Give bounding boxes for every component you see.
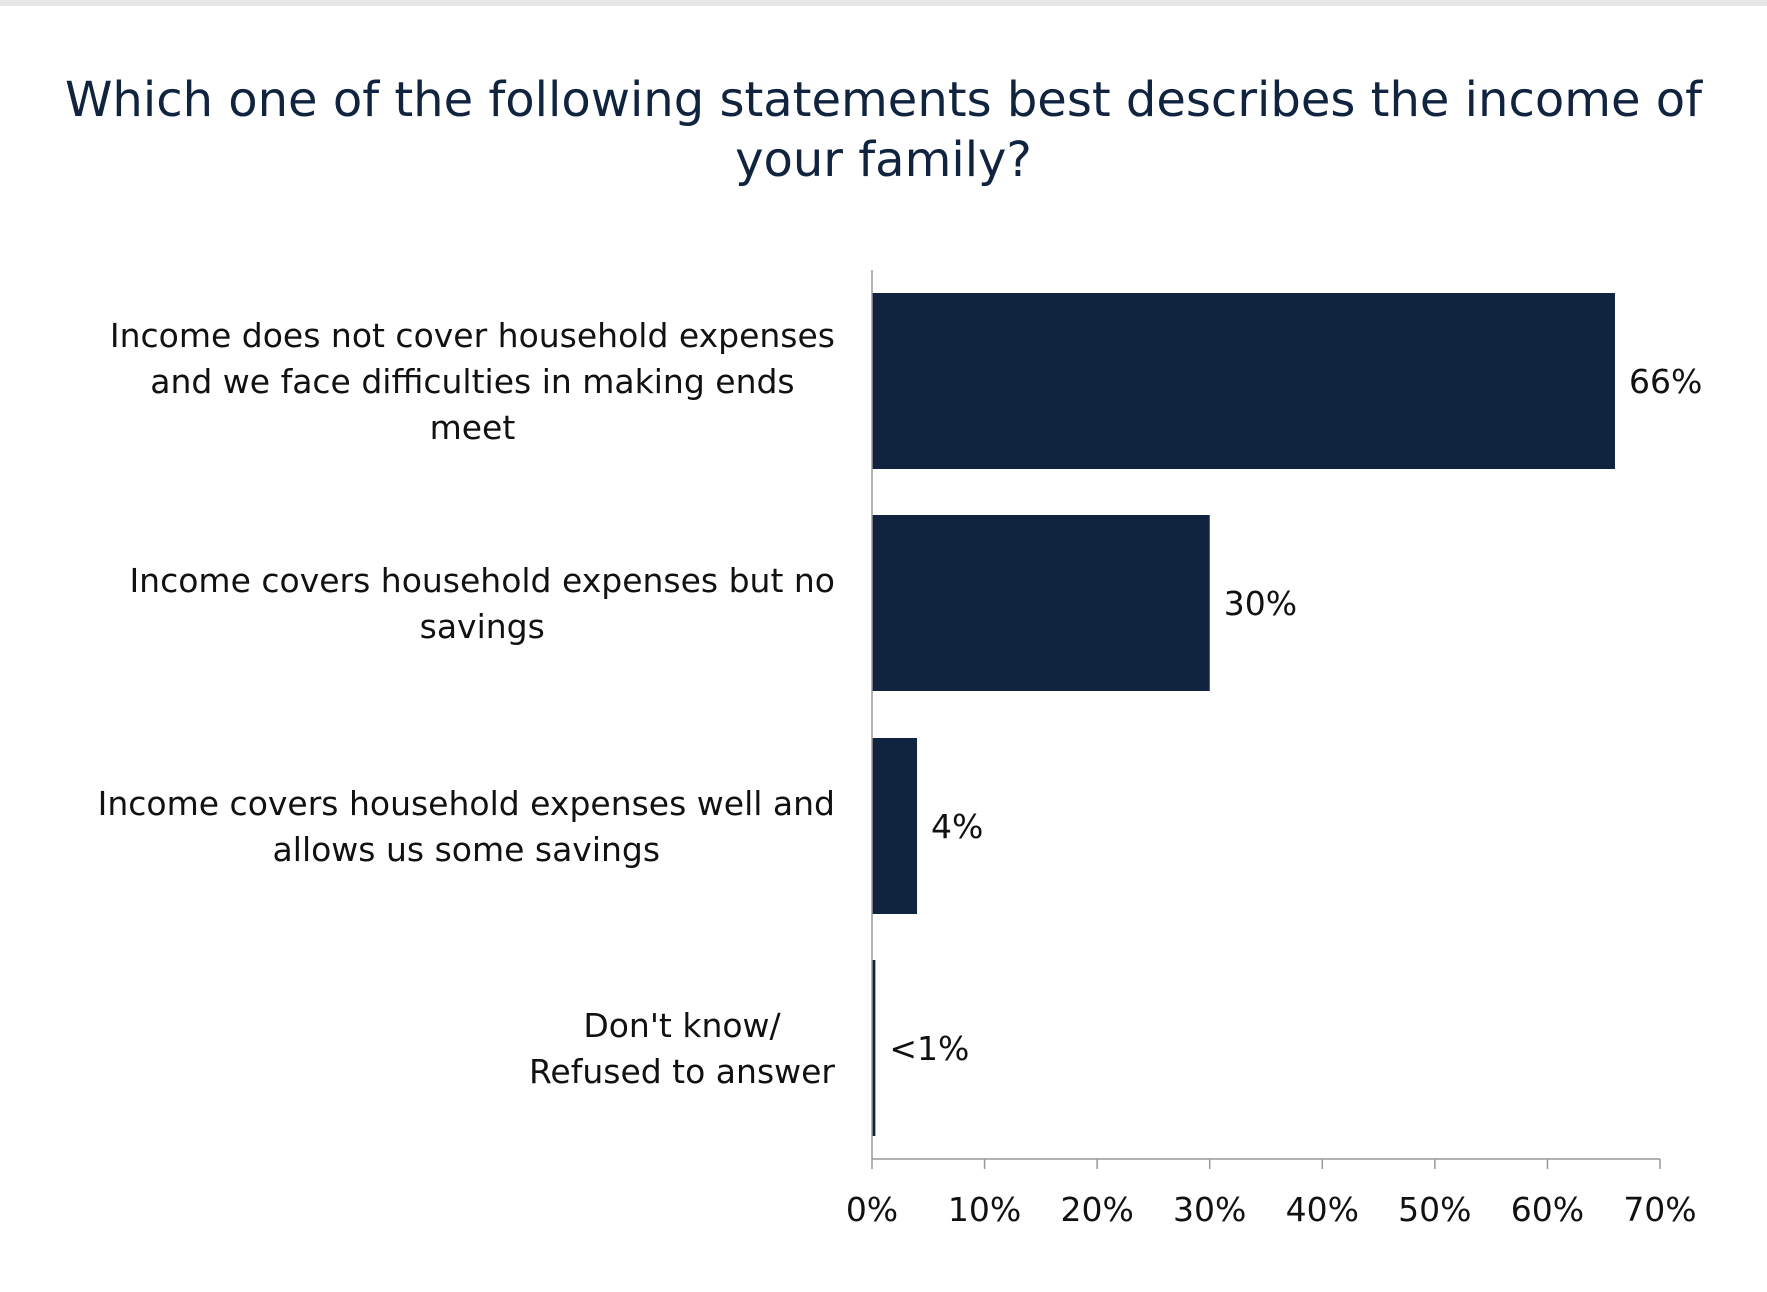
top-rule [0, 0, 1767, 6]
bar-3 [872, 738, 918, 914]
value-label-1: 66% [1629, 362, 1702, 401]
value-label-2: 30% [1224, 584, 1297, 623]
bar-2 [872, 515, 1210, 691]
value-label-3: 4% [931, 807, 983, 846]
bar-1 [872, 293, 1615, 469]
category-label-3: Income covers household expenses well an… [98, 784, 835, 869]
x-tick-label-70: 70% [1623, 1190, 1696, 1229]
category-label-4: Don't know/Refused to answer [529, 1006, 835, 1091]
bars-group [872, 293, 1615, 1136]
value-labels-group: 66% 30% 4% <1% [889, 362, 1702, 1068]
category-label-2: Income covers household expenses but no s… [129, 561, 835, 646]
chart-title: Which one of the following statements be… [64, 72, 1703, 188]
x-tick-label-20: 20% [1060, 1190, 1133, 1229]
category-labels-group: Income does not cover household expenses… [98, 316, 836, 1091]
x-tick-label-40: 40% [1286, 1190, 1359, 1229]
x-tick-label-10: 10% [948, 1190, 1021, 1229]
x-tick-label-60: 60% [1511, 1190, 1584, 1229]
x-tick-label-30: 30% [1173, 1190, 1246, 1229]
axes-group: 0% 10% 20% 30% 40% 50% 60% 70% [846, 270, 1697, 1229]
category-label-1: Income does not cover household expenses… [110, 316, 835, 447]
value-label-4: <1% [889, 1029, 969, 1068]
bar-4 [872, 960, 876, 1136]
x-tick-label-50: 50% [1398, 1190, 1471, 1229]
x-tick-label-0: 0% [846, 1190, 898, 1229]
